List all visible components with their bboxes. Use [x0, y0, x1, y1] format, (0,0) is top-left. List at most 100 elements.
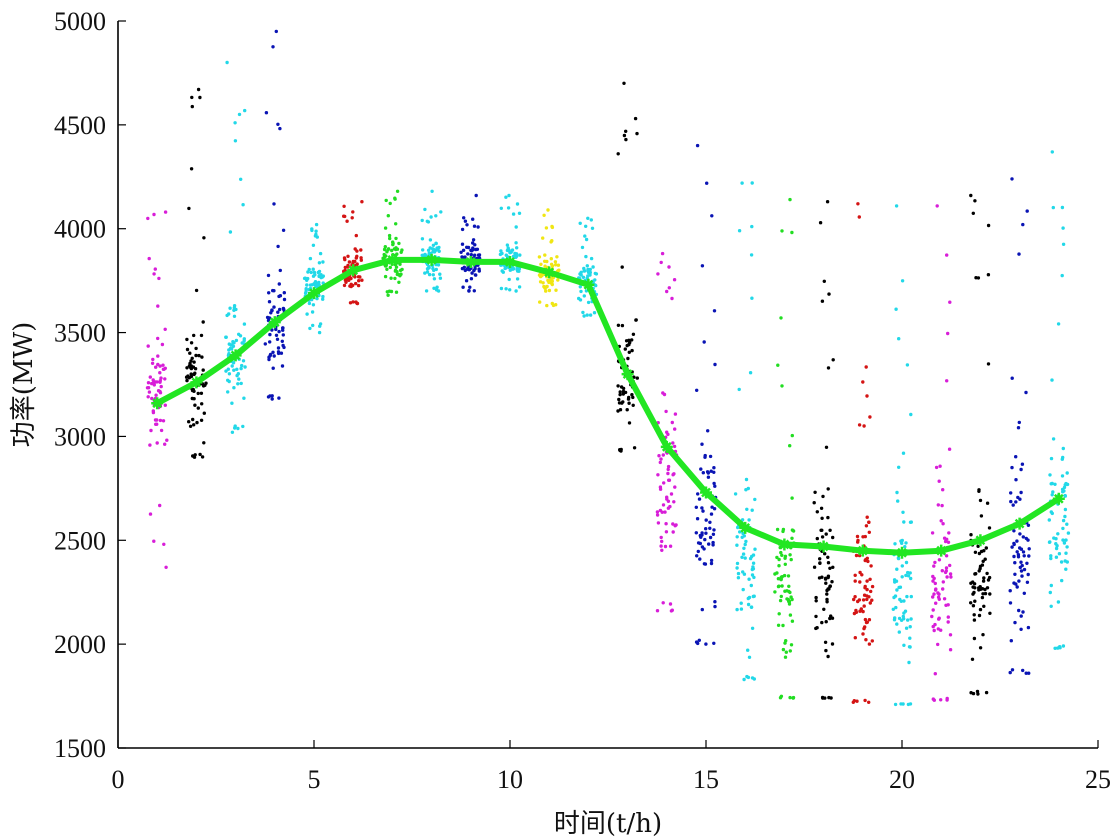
scatter-point	[1049, 583, 1054, 588]
scatter-point	[701, 471, 705, 475]
scatter-point	[736, 525, 740, 530]
scatter-point	[149, 428, 153, 433]
scatter-point	[1027, 554, 1031, 558]
scatter-point	[933, 622, 937, 627]
scatter-layer	[145, 29, 1071, 707]
scatter-point	[941, 580, 945, 584]
scatter-point	[281, 326, 285, 330]
scatter-point	[463, 219, 468, 223]
scatter-point	[1048, 590, 1053, 595]
scatter-point	[425, 219, 429, 223]
scatter-point	[908, 645, 912, 649]
scatter-point	[1063, 514, 1067, 519]
scatter-point	[777, 612, 781, 616]
scatter-point	[200, 455, 205, 459]
scatter-point	[788, 613, 793, 617]
scatter-point	[227, 372, 232, 376]
scatter-point	[627, 421, 632, 425]
scatter-point	[786, 574, 791, 578]
mean-point-marker	[621, 368, 634, 381]
scatter-point	[945, 698, 949, 702]
scatter-point	[777, 564, 781, 568]
mean-point-marker	[896, 546, 908, 559]
scatter-point	[281, 333, 285, 337]
scatter-point	[1015, 585, 1019, 589]
scatter-point	[233, 139, 238, 143]
scatter-point	[397, 280, 401, 284]
scatter-point	[472, 289, 476, 293]
scatter-point	[895, 588, 899, 592]
scatter-point	[158, 364, 162, 368]
scatter-point	[1017, 579, 1021, 583]
scatter-point	[870, 639, 874, 643]
scatter-point	[932, 698, 936, 702]
scatter-hour-19	[851, 202, 875, 704]
scatter-point	[152, 539, 156, 543]
scatter-point	[635, 376, 639, 380]
scatter-point	[1056, 600, 1061, 604]
scatter-point	[321, 260, 325, 264]
scatter-point	[592, 311, 597, 315]
scatter-point	[462, 216, 466, 220]
scatter-point	[424, 289, 429, 293]
scatter-point	[1054, 546, 1059, 551]
scatter-point	[163, 442, 167, 446]
scatter-point	[901, 510, 905, 514]
scatter-point	[471, 238, 476, 242]
scatter-point	[146, 344, 150, 348]
scatter-point	[947, 447, 952, 451]
scatter-point	[747, 518, 751, 522]
scatter-hour-1	[145, 210, 169, 569]
scatter-point	[831, 358, 835, 362]
scatter-point	[586, 216, 590, 220]
scatter-point	[663, 510, 667, 514]
mean-point-marker	[1013, 517, 1026, 530]
scatter-point	[546, 278, 550, 283]
scatter-point	[933, 672, 937, 676]
scatter-point	[1061, 226, 1065, 230]
scatter-point	[388, 201, 392, 206]
scatter-point	[475, 247, 480, 251]
scatter-point	[851, 700, 855, 704]
scatter-point	[1024, 536, 1029, 541]
scatter-point	[462, 265, 466, 269]
scatter-point	[818, 557, 822, 561]
scatter-point	[985, 571, 989, 576]
scatter-point	[551, 303, 556, 308]
scatter-point	[902, 599, 906, 603]
scatter-point	[225, 313, 229, 318]
scatter-point	[1022, 591, 1026, 595]
scatter-point	[902, 643, 906, 647]
scatter-point	[780, 553, 784, 557]
scatter-point	[974, 276, 978, 280]
scatter-point	[634, 318, 638, 322]
scatter-point	[282, 307, 286, 312]
scatter-point	[311, 243, 316, 247]
scatter-point	[431, 266, 435, 271]
scatter-point	[1047, 518, 1052, 522]
scatter-point	[1019, 569, 1024, 573]
y-tick-label: 2000	[54, 630, 106, 659]
scatter-point	[191, 387, 195, 392]
scatter-point	[909, 594, 913, 599]
scatter-point	[945, 253, 949, 257]
y-ticks: 1500 2000 2500 3000 3500 4000 4500 5000	[54, 7, 126, 763]
scatter-point	[865, 394, 869, 398]
scatter-point	[750, 181, 754, 185]
scatter-point	[507, 277, 511, 282]
scatter-point	[857, 423, 862, 427]
scatter-point	[189, 341, 194, 345]
scatter-point	[1058, 645, 1062, 649]
scatter-point	[163, 210, 168, 214]
scatter-point	[310, 228, 314, 233]
scatter-point	[709, 561, 714, 566]
scatter-point	[823, 640, 828, 644]
scatter-point	[584, 237, 589, 242]
scatter-point	[549, 240, 553, 244]
scatter-point	[146, 395, 150, 399]
scatter-point	[706, 475, 711, 479]
scatter-point	[864, 365, 868, 369]
scatter-point	[853, 636, 857, 640]
scatter-point	[812, 565, 817, 569]
scatter-point	[895, 622, 899, 626]
